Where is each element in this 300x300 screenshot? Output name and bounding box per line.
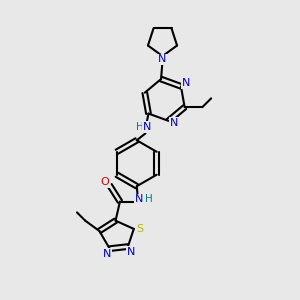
- Text: N: N: [158, 54, 167, 64]
- Text: O: O: [100, 177, 109, 188]
- Text: N: N: [127, 247, 135, 257]
- Text: H: H: [145, 194, 152, 205]
- Text: N: N: [182, 78, 190, 88]
- Text: N: N: [143, 122, 152, 132]
- Text: N: N: [169, 118, 178, 128]
- Text: S: S: [137, 224, 144, 234]
- Text: N: N: [135, 194, 143, 205]
- Text: H: H: [136, 122, 143, 132]
- Text: N: N: [103, 249, 111, 259]
